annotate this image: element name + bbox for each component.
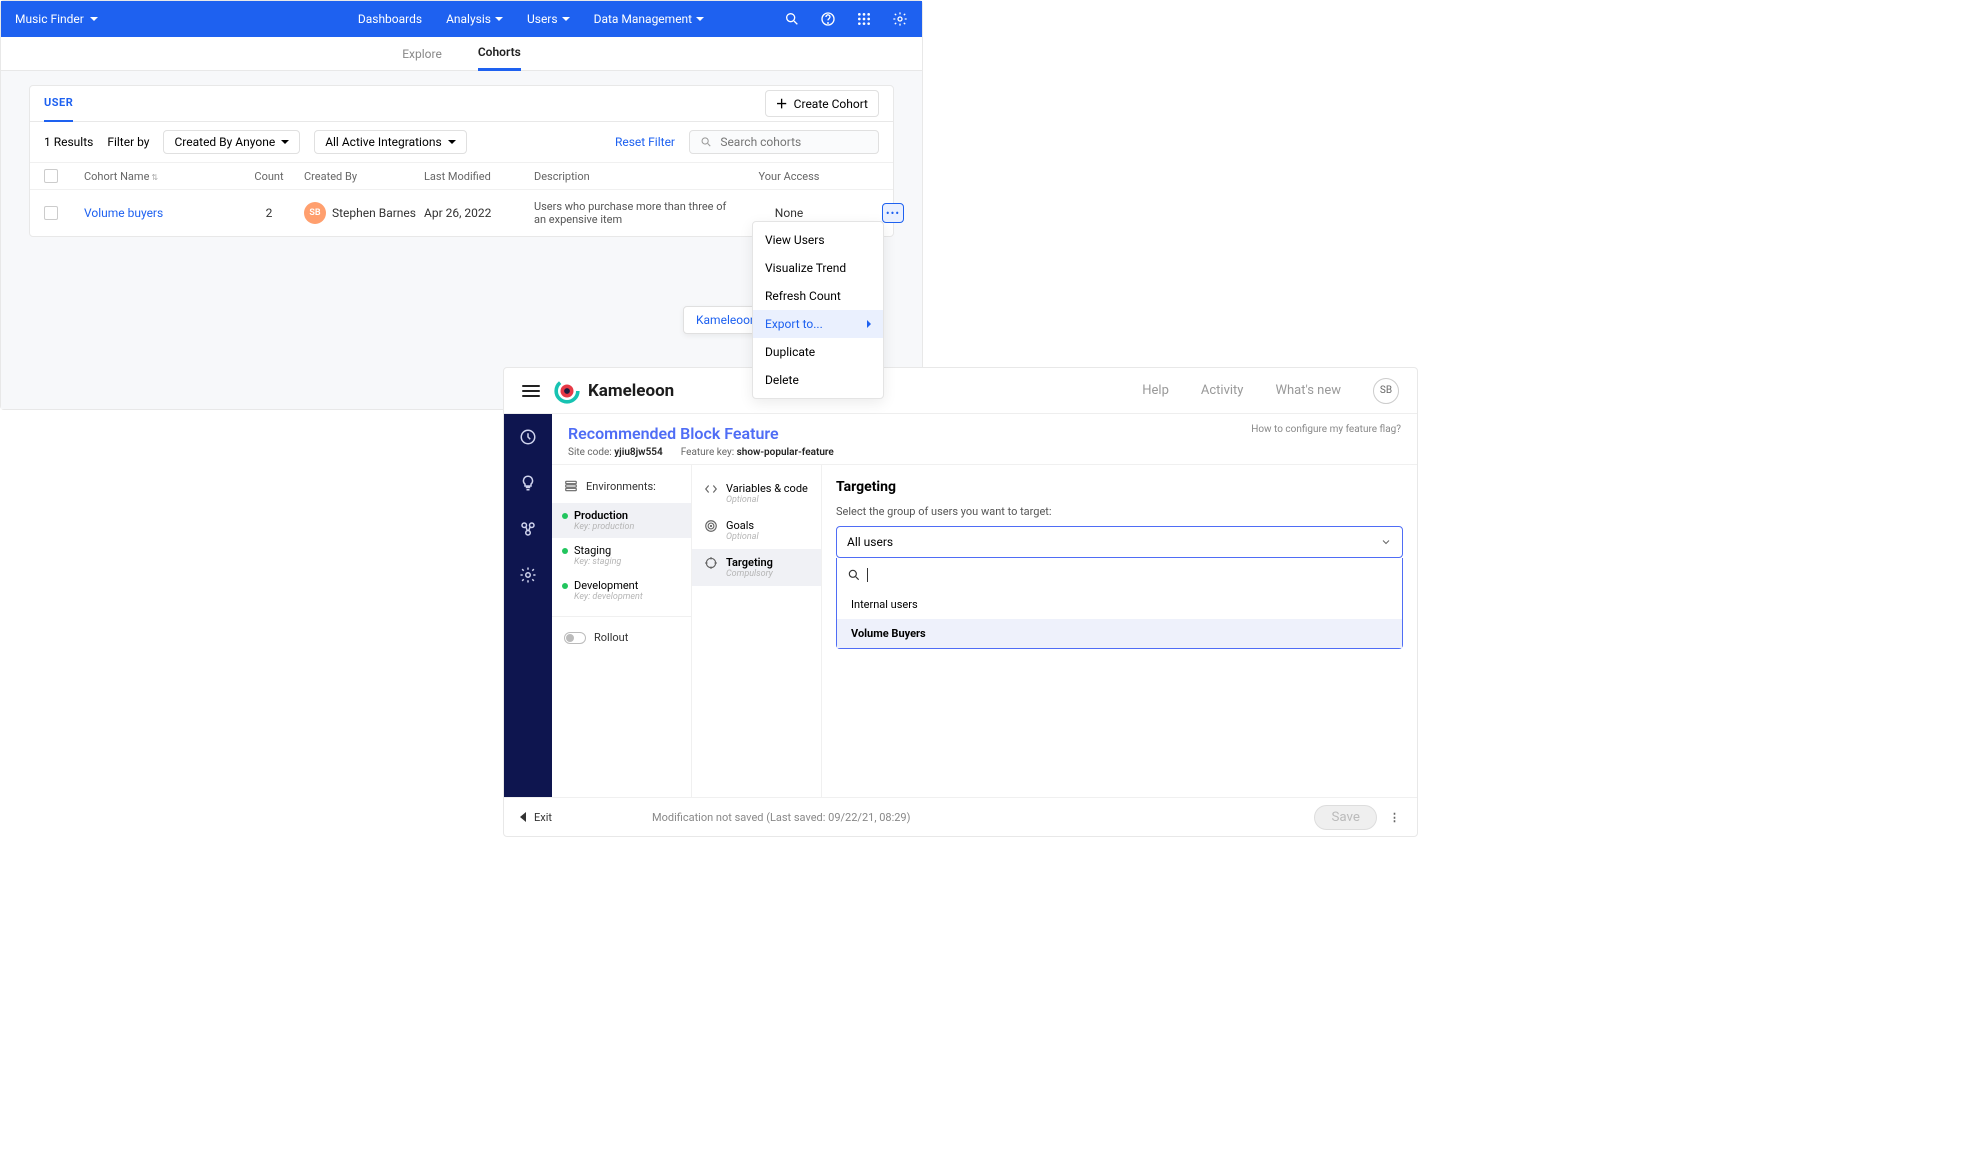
save-button[interactable]: Save bbox=[1314, 805, 1377, 830]
tab-variables[interactable]: Variables & codeOptional bbox=[692, 475, 821, 512]
cell-count: 2 bbox=[234, 206, 304, 220]
chevron-right-icon bbox=[867, 320, 871, 328]
plus-icon bbox=[776, 95, 788, 112]
chevron-down-icon bbox=[495, 17, 503, 21]
cohort-name-link[interactable]: Volume buyers bbox=[84, 206, 234, 220]
nav-whats-new[interactable]: What's new bbox=[1275, 383, 1341, 398]
sidebar-lightbulb-icon[interactable] bbox=[519, 474, 537, 492]
crosshair-icon bbox=[704, 556, 718, 570]
chevron-down-icon bbox=[90, 17, 98, 21]
tab-targeting[interactable]: TargetingCompulsory bbox=[692, 549, 821, 586]
menu-toggle-button[interactable] bbox=[522, 385, 540, 397]
tab-user[interactable]: USER bbox=[44, 86, 73, 122]
menu-view-users[interactable]: View Users bbox=[753, 226, 883, 254]
menu-duplicate[interactable]: Duplicate bbox=[753, 338, 883, 366]
env-development[interactable]: DevelopmentKey: development bbox=[552, 573, 691, 608]
cell-last-modified: Apr 26, 2022 bbox=[424, 206, 534, 220]
gear-icon[interactable] bbox=[892, 11, 908, 27]
chevron-down-icon bbox=[696, 17, 704, 21]
nav-activity[interactable]: Activity bbox=[1201, 383, 1244, 398]
config-help-link[interactable]: How to configure my feature flag? bbox=[1251, 424, 1401, 435]
target-select-panel: Internal users Volume Buyers bbox=[836, 558, 1403, 649]
search-icon[interactable] bbox=[784, 11, 800, 27]
col-count[interactable]: Count bbox=[234, 170, 304, 183]
chevron-left-icon bbox=[520, 812, 526, 822]
brand-label: Music Finder bbox=[15, 12, 84, 26]
nav-analysis[interactable]: Analysis bbox=[446, 12, 503, 26]
target-select[interactable]: All users bbox=[836, 526, 1403, 558]
menu-delete[interactable]: Delete bbox=[753, 366, 883, 394]
feature-title: Recommended Block Feature bbox=[568, 424, 834, 443]
sidebar-gear-icon[interactable] bbox=[519, 566, 537, 584]
filter-integrations[interactable]: All Active Integrations bbox=[314, 130, 466, 154]
kameleoon-logo[interactable]: Kameleoon bbox=[554, 378, 674, 404]
more-options-button[interactable]: ⋮ bbox=[1389, 811, 1401, 824]
text-cursor bbox=[867, 568, 868, 582]
col-your-access[interactable]: Your Access bbox=[734, 170, 844, 183]
code-icon bbox=[704, 482, 718, 496]
environments-icon bbox=[564, 479, 578, 493]
row-actions-menu: View Users Visualize Trend Refresh Count… bbox=[752, 221, 884, 399]
col-cohort-name[interactable]: Cohort Name⇅ bbox=[84, 170, 234, 183]
option-volume-buyers[interactable]: Volume Buyers bbox=[837, 619, 1402, 648]
option-internal-users[interactable]: Internal users bbox=[837, 590, 1402, 619]
cell-description: Users who purchase more than three of an… bbox=[534, 200, 734, 226]
env-production[interactable]: ProductionKey: production bbox=[552, 503, 691, 538]
nav-data-management[interactable]: Data Management bbox=[594, 12, 705, 26]
target-search[interactable] bbox=[837, 564, 1402, 590]
reset-filter-link[interactable]: Reset Filter bbox=[615, 135, 675, 149]
filter-created-by[interactable]: Created By Anyone bbox=[163, 130, 300, 154]
menu-export-to[interactable]: Export to... bbox=[753, 310, 883, 338]
search-icon bbox=[847, 568, 861, 582]
chevron-down-icon bbox=[1380, 536, 1392, 548]
site-code-value: yjiu8jw554 bbox=[614, 447, 663, 458]
more-actions-button[interactable]: ••• bbox=[882, 203, 904, 223]
nav-users[interactable]: Users bbox=[527, 12, 570, 26]
kameleoon-logo-icon bbox=[554, 378, 580, 404]
target-icon bbox=[704, 519, 718, 533]
help-icon[interactable] bbox=[820, 11, 836, 27]
sidebar-dashboard-icon[interactable] bbox=[519, 428, 537, 446]
env-staging[interactable]: StagingKey: staging bbox=[552, 538, 691, 573]
env-label: Environments: bbox=[586, 480, 656, 493]
cell-created-by: Stephen Barnes bbox=[332, 206, 416, 220]
sort-icon: ⇅ bbox=[151, 173, 158, 182]
subnav-explore[interactable]: Explore bbox=[402, 37, 442, 71]
results-count: 1 Results bbox=[44, 135, 93, 149]
create-cohort-button[interactable]: Create Cohort bbox=[765, 90, 879, 117]
apps-grid-icon[interactable] bbox=[856, 11, 872, 27]
save-status: Modification not saved (Last saved: 09/2… bbox=[652, 811, 910, 824]
col-created-by[interactable]: Created By bbox=[304, 170, 424, 183]
nav-help[interactable]: Help bbox=[1142, 383, 1169, 398]
avatar: SB bbox=[304, 202, 326, 224]
targeting-heading: Targeting bbox=[836, 479, 1403, 495]
exit-button[interactable]: Exit bbox=[520, 811, 552, 824]
cell-access: None bbox=[734, 206, 844, 220]
tab-goals[interactable]: GoalsOptional bbox=[692, 512, 821, 549]
chevron-down-icon bbox=[448, 140, 456, 144]
row-checkbox[interactable] bbox=[44, 206, 58, 220]
col-last-modified[interactable]: Last Modified bbox=[424, 170, 534, 183]
search-icon bbox=[700, 135, 712, 149]
sidebar-integrations-icon[interactable] bbox=[519, 520, 537, 538]
menu-visualize-trend[interactable]: Visualize Trend bbox=[753, 254, 883, 282]
chevron-down-icon bbox=[562, 17, 570, 21]
nav-dashboards[interactable]: Dashboards bbox=[358, 12, 422, 26]
filter-by-label: Filter by bbox=[107, 135, 149, 149]
subnav-cohorts[interactable]: Cohorts bbox=[478, 37, 521, 71]
feature-key-value: show-popular-feature bbox=[737, 447, 834, 458]
menu-refresh-count[interactable]: Refresh Count bbox=[753, 282, 883, 310]
col-description[interactable]: Description bbox=[534, 170, 734, 183]
select-all-checkbox[interactable] bbox=[44, 169, 58, 183]
toggle-icon bbox=[564, 632, 586, 644]
rollout-toggle[interactable]: Rollout bbox=[552, 616, 691, 658]
user-avatar[interactable]: SB bbox=[1373, 378, 1399, 404]
chevron-down-icon bbox=[281, 140, 289, 144]
search-cohorts-input[interactable] bbox=[720, 135, 868, 149]
targeting-subheading: Select the group of users you want to ta… bbox=[836, 505, 1403, 518]
search-cohorts-wrapper[interactable] bbox=[689, 130, 879, 154]
brand-dropdown[interactable]: Music Finder bbox=[15, 12, 98, 26]
